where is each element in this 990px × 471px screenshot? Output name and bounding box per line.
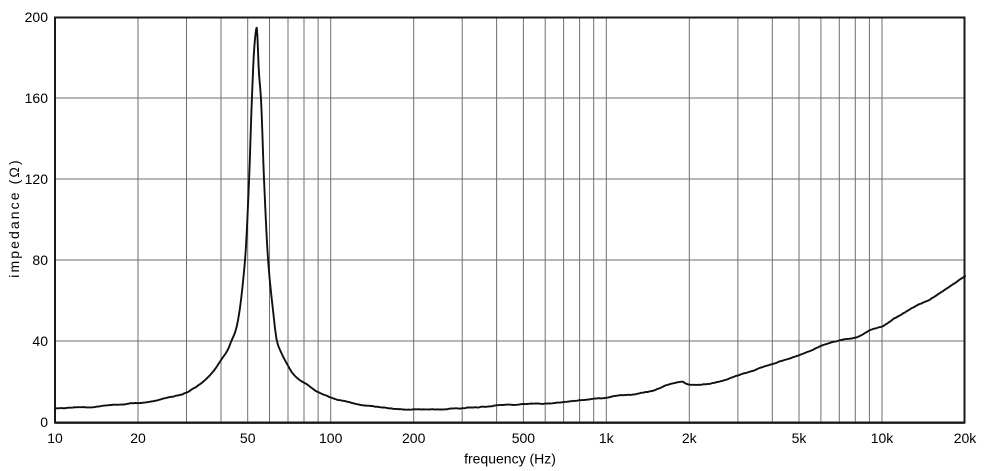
- svg-text:0: 0: [40, 414, 48, 430]
- svg-text:50: 50: [240, 430, 256, 446]
- svg-text:200: 200: [402, 430, 426, 446]
- svg-text:10: 10: [47, 430, 63, 446]
- svg-text:impedance (Ω): impedance (Ω): [6, 158, 22, 277]
- svg-text:40: 40: [32, 333, 48, 349]
- svg-text:1k: 1k: [599, 430, 615, 446]
- svg-text:80: 80: [32, 252, 48, 268]
- svg-text:160: 160: [25, 90, 49, 106]
- svg-text:2k: 2k: [682, 430, 698, 446]
- svg-text:100: 100: [319, 430, 343, 446]
- svg-text:20k: 20k: [954, 430, 978, 446]
- svg-text:frequency (Hz): frequency (Hz): [464, 451, 556, 467]
- svg-text:500: 500: [512, 430, 536, 446]
- svg-text:10k: 10k: [871, 430, 895, 446]
- svg-text:120: 120: [25, 171, 49, 187]
- svg-text:200: 200: [25, 9, 49, 25]
- svg-text:20: 20: [130, 430, 146, 446]
- svg-text:5k: 5k: [792, 430, 808, 446]
